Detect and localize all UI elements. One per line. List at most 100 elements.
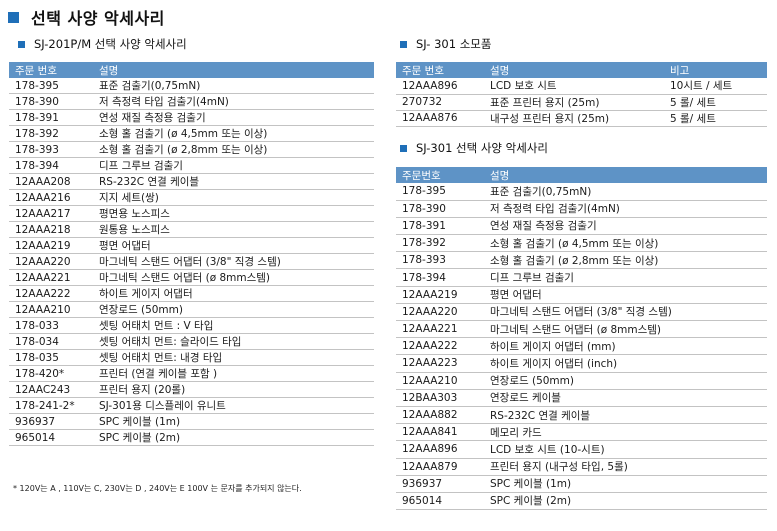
order-number-cell: 12AAA841 — [396, 423, 484, 442]
left-section-title-text: SJ-201P/M 선택 사양 악세사리 — [34, 37, 187, 51]
description-cell: 하이트 게이지 어댑터 (mm) — [484, 337, 767, 356]
table-row: 12AAA220 마그네틱 스탠드 어댑터 (3/8" 직경 스템) — [9, 253, 374, 271]
order-number-cell: 12AAA220 — [396, 303, 484, 322]
table-row: 965014 SPC 케이블 (2m) — [396, 492, 767, 511]
description-cell: 마그네틱 스탠드 어댑터 (3/8" 직경 스템) — [93, 253, 374, 271]
description-cell: 하이트 게이지 어댑터 (inch) — [484, 354, 767, 373]
order-number-cell: 965014 — [396, 492, 484, 511]
description-cell: 프린터 용지 (20롤) — [93, 381, 374, 399]
description-cell: 지지 세트(쌍) — [93, 189, 374, 207]
page-title-text: 선택 사양 악세사리 — [31, 9, 165, 28]
description-cell: 디프 그루브 검출기 — [484, 268, 767, 287]
order-number-cell: 12AAA896 — [396, 440, 484, 459]
table-row: 12AAA896 LCD 보호 시트 (10-시트) — [396, 440, 767, 459]
column-header-order-no: 주문 번호 — [396, 62, 484, 78]
order-number-cell: 12AAA220 — [9, 253, 93, 271]
table-row: 178-420* 프린터 (연결 케이블 포함 ) — [9, 365, 374, 383]
table-row: 270732 표준 프린터 용지 (25m) 5 롤/ 세트 — [396, 94, 767, 111]
table-row: 178-390 저 측정력 타입 검출기(4mN) — [396, 200, 767, 218]
table-row: 178-241-2* SJ-301용 디스플레이 유니트 — [9, 397, 374, 415]
order-number-cell: 936937 — [396, 475, 484, 493]
description-cell: 마그네틱 스탠드 어댑터 (ø 8mm스템) — [484, 320, 767, 339]
order-number-cell: 178-393 — [9, 141, 93, 159]
order-number-cell: 178-394 — [396, 268, 484, 287]
table-row: 12AAA223 하이트 게이지 어댑터 (inch) — [396, 354, 767, 373]
order-number-cell: 12AAA221 — [9, 269, 93, 287]
description-cell: 소형 홀 검출기 (ø 2,8mm 또는 이상) — [93, 141, 374, 159]
table-row: 12AAA208 RS-232C 연결 케이블 — [9, 173, 374, 191]
table-row: 12AAA876 내구성 프린터 용지 (25m) 5 롤/ 세트 — [396, 110, 767, 127]
description-cell: 셋팅 어태치 먼트: 슬라이드 타입 — [93, 333, 374, 351]
description-cell: 연성 재질 측정용 검출기 — [484, 217, 767, 236]
description-cell: 저 측정력 타입 검출기(4mN) — [93, 93, 374, 111]
description-cell: 평면용 노스피스 — [93, 205, 374, 223]
order-number-cell: 178-391 — [396, 217, 484, 236]
order-number-cell: 12AAA208 — [9, 173, 93, 191]
order-number-cell: 965014 — [9, 429, 93, 447]
table-row: 12AAA221 마그네틱 스탠드 어댑터 (ø 8mm스템) — [396, 320, 767, 339]
order-number-cell: 178-394 — [9, 157, 93, 175]
order-number-cell: 178-034 — [9, 333, 93, 351]
order-number-cell: 178-035 — [9, 349, 93, 367]
table-row: 12AAA221 마그네틱 스탠드 어댑터 (ø 8mm스템) — [9, 269, 374, 287]
square-bullet-icon — [400, 144, 407, 152]
order-number-cell: 12AAA221 — [396, 320, 484, 339]
description-cell: 표준 검출기(0,75mN) — [93, 78, 374, 95]
table-row: 12AAA210 연장로드 (50mm) — [396, 372, 767, 390]
description-cell: 마그네틱 스탠드 어댑터 (ø 8mm스템) — [93, 269, 374, 287]
description-cell: LCD 보호 시트 (10-시트) — [484, 440, 767, 459]
description-cell: 소형 홀 검출기 (ø 2,8mm 또는 이상) — [484, 251, 767, 270]
order-number-cell: 12AAA219 — [396, 286, 484, 304]
table-row: 178-391 연성 재질 측정용 검출기 — [396, 217, 767, 236]
order-number-cell: 12AAA216 — [9, 189, 93, 207]
table-row: 178-391 연성 재질 측정용 검출기 — [9, 109, 374, 127]
table-row: 178-034 셋팅 어태치 먼트: 슬라이드 타입 — [9, 333, 374, 351]
description-cell: 저 측정력 타입 검출기(4mN) — [484, 200, 767, 218]
table-header-row: 주문 번호 설명 — [9, 62, 374, 78]
order-number-cell: 936937 — [9, 413, 93, 431]
order-number-cell: 12AAA223 — [396, 354, 484, 373]
table-row: 12AAA216 지지 세트(쌍) — [9, 189, 374, 207]
table-row: 178-390 저 측정력 타입 검출기(4mN) — [9, 93, 374, 111]
table-row: 12AAA210 연장로드 (50mm) — [9, 301, 374, 319]
table-row: 12BAA303 연장로드 케이블 — [396, 389, 767, 407]
column-header-description: 설명 — [484, 167, 767, 183]
table-row: 12AAA841 메모리 카드 — [396, 423, 767, 442]
order-number-cell: 178-241-2* — [9, 397, 93, 415]
order-number-cell: 178-420* — [9, 365, 93, 383]
table-row: 12AAA217 평면용 노스피스 — [9, 205, 374, 223]
order-number-cell: 12AAA896 — [396, 78, 484, 95]
order-number-cell: 178-395 — [9, 78, 93, 95]
right-section-title-text: SJ-301 선택 사양 악세사리 — [416, 141, 548, 155]
order-number-cell: 12AAA217 — [9, 205, 93, 223]
column-header-description: 설명 — [484, 62, 664, 78]
description-cell: 디프 그루브 검출기 — [93, 157, 374, 175]
description-cell: SPC 케이블 (1m) — [484, 475, 767, 493]
description-cell: SPC 케이블 (2m) — [93, 429, 374, 447]
description-cell: SPC 케이블 (2m) — [484, 492, 767, 511]
description-cell: 하이트 게이지 어댑터 — [93, 285, 374, 303]
table-row: 12AAA218 원통용 노스피스 — [9, 221, 374, 239]
description-cell: 마그네틱 스탠드 어댑터 (3/8" 직경 스템) — [484, 303, 767, 322]
order-number-cell: 12AAA210 — [9, 301, 93, 319]
table-row: 178-033 셋팅 어태치 먼트 : V 타입 — [9, 317, 374, 335]
table-header-row: 주문번호 설명 — [396, 167, 767, 183]
order-number-cell: 178-392 — [396, 234, 484, 253]
description-cell: 연성 재질 측정용 검출기 — [93, 109, 374, 127]
description-cell: RS-232C 연결 케이블 — [484, 406, 767, 425]
description-cell: 연장로드 (50mm) — [484, 372, 767, 390]
table-header-row: 주문 번호 설명 비고 — [396, 62, 767, 78]
description-cell: 소형 홀 검출기 (ø 4,5mm 또는 이상) — [484, 234, 767, 253]
table-row: 936937 SPC 케이블 (1m) — [9, 413, 374, 431]
description-cell: 연장로드 케이블 — [484, 389, 767, 407]
description-cell: 소형 홀 검출기 (ø 4,5mm 또는 이상) — [93, 125, 374, 143]
table-row: 178-393 소형 홀 검출기 (ø 2,8mm 또는 이상) — [396, 251, 767, 270]
description-cell: 평면 어댑터 — [484, 286, 767, 304]
order-number-cell: 178-390 — [396, 200, 484, 218]
table-row: 12AAA222 하이트 게이지 어댑터 (mm) — [396, 337, 767, 356]
description-cell: 표준 검출기(0,75mN) — [484, 183, 767, 201]
left-section-title: SJ-201P/M 선택 사양 악세사리 — [18, 36, 187, 52]
description-cell: LCD 보호 시트 — [484, 78, 664, 95]
table-row: 178-394 디프 그루브 검출기 — [396, 268, 767, 287]
description-cell: 평면 어댑터 — [93, 237, 374, 255]
